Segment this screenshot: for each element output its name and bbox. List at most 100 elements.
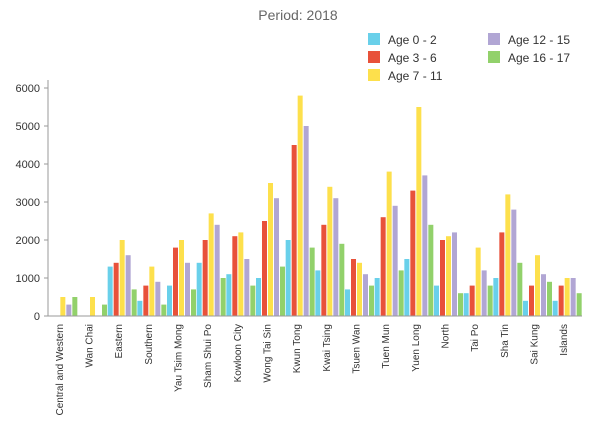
bar [570, 278, 576, 316]
bar [238, 232, 244, 316]
y-tick-label: 3000 [16, 197, 40, 209]
bar [369, 285, 374, 316]
legend-swatch-age-3-6 [368, 51, 380, 63]
bar [333, 198, 339, 316]
bar [517, 262, 523, 316]
x-tick-label: Sham Shui Po [203, 324, 214, 388]
bar [558, 285, 564, 316]
bar [280, 266, 285, 316]
y-tick-label: 4000 [16, 159, 40, 171]
bar [173, 247, 178, 316]
bar [149, 266, 155, 316]
bar [440, 240, 445, 316]
bar [511, 209, 517, 316]
bar [529, 285, 534, 316]
x-tick-label: Tai Po [470, 324, 481, 352]
x-tick-label: Yau Tsim Mong [174, 324, 185, 392]
bar [357, 262, 362, 316]
bar [72, 297, 78, 316]
x-tick-label: Eastern [114, 324, 125, 358]
x-tick-label: Yuen Long [411, 324, 422, 372]
bar [107, 266, 113, 316]
bar [552, 300, 558, 316]
bar [202, 240, 208, 316]
bar [125, 255, 131, 316]
x-axis-ticks: Central and Western Wan Chai Eastern Southe… [55, 324, 570, 416]
legend-label-age-16-17: Age 16 - 17 [508, 51, 570, 65]
x-tick-label: Central and Western [55, 324, 66, 416]
y-axis-ticks: 0 1000 2000 3000 4000 5000 6000 [16, 83, 48, 323]
bar [291, 145, 297, 316]
bar [351, 259, 356, 316]
bar [386, 171, 392, 316]
bar [297, 95, 303, 316]
x-tick-label: Wong Tai Sin [263, 324, 274, 383]
bar [256, 278, 261, 316]
bar [576, 293, 582, 316]
bar [404, 259, 410, 316]
legend-swatch-age-7-11 [368, 69, 380, 81]
x-tick-label: Tuen Mun [381, 324, 392, 369]
legend-swatch-age-0-2 [368, 33, 380, 45]
legend-label-age-0-2: Age 0 - 2 [388, 33, 437, 47]
bar [244, 259, 250, 316]
bar [535, 255, 540, 316]
bar [90, 297, 95, 316]
bar [196, 262, 202, 316]
x-tick-label: Kwai Tsing [322, 324, 333, 372]
bar [541, 274, 546, 316]
legend: Age 0 - 2 Age 3 - 6 Age 7 - 11 Age 12 - … [368, 33, 570, 83]
bar [410, 190, 416, 316]
bar [481, 270, 487, 316]
x-tick-label: Tsuen Wan [352, 324, 363, 374]
bar-series-group [60, 95, 582, 316]
x-tick-label: Islands [559, 324, 570, 356]
bar [434, 285, 439, 316]
bar [274, 198, 279, 316]
x-tick-label: Wan Chai [85, 324, 96, 368]
bar [143, 285, 149, 316]
bar [392, 205, 398, 316]
bar [499, 232, 505, 316]
bar [309, 247, 315, 316]
bar [463, 293, 469, 316]
bar [416, 107, 422, 316]
x-tick-label: Sai Kung [530, 324, 541, 365]
bar [119, 240, 125, 316]
bar [155, 281, 161, 316]
bar [131, 289, 137, 316]
bar [475, 247, 481, 316]
bar [380, 217, 386, 316]
bar [285, 240, 291, 316]
bar [161, 304, 167, 316]
bar [469, 285, 475, 316]
x-tick-label: Kowloon City [233, 324, 244, 382]
bar [303, 126, 309, 316]
bar [564, 278, 570, 316]
bar [523, 300, 528, 316]
y-tick-label: 5000 [16, 121, 40, 133]
bar [547, 281, 552, 316]
legend-label-age-12-15: Age 12 - 15 [508, 33, 570, 47]
legend-label-age-3-6: Age 3 - 6 [388, 51, 437, 65]
bar [268, 183, 273, 316]
bar [179, 240, 184, 316]
bar [60, 297, 66, 316]
y-tick-label: 6000 [16, 83, 40, 95]
bar [137, 300, 143, 316]
bar [321, 224, 327, 316]
x-tick-label: Sha Tin [500, 324, 511, 358]
bar [487, 285, 493, 316]
bar [315, 270, 321, 316]
bar [446, 236, 451, 316]
x-tick-label: Kwun Tong [292, 324, 303, 373]
bar [458, 293, 463, 316]
y-tick-label: 0 [34, 311, 40, 323]
bar [66, 304, 72, 316]
bar [113, 262, 119, 316]
x-tick-label: Southern [144, 324, 155, 365]
chart-title: Period: 2018 [258, 7, 338, 23]
y-tick-label: 1000 [16, 273, 40, 285]
bar [232, 236, 238, 316]
bar [208, 213, 214, 316]
